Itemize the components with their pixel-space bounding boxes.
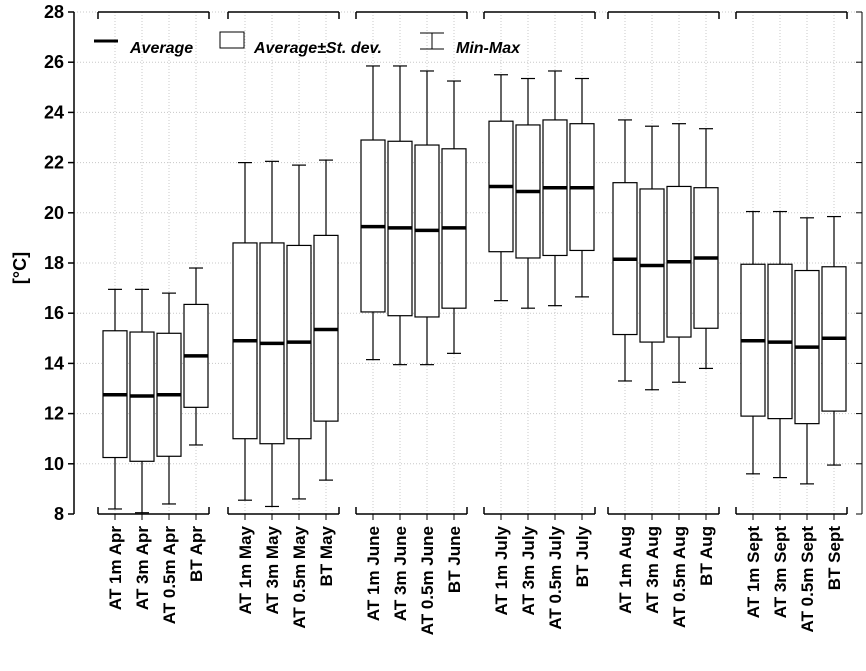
- x-category-label: AT 3m Apr: [133, 526, 152, 610]
- x-category-label: AT 0.5m July: [546, 525, 565, 629]
- box-at-3m-apr: [129, 288, 155, 514]
- legend-average-label: Average: [129, 40, 193, 57]
- x-category-label: AT 1m May: [236, 525, 255, 614]
- box-at-3m-aug: [639, 125, 665, 391]
- box-at-0-5m-july: [542, 70, 568, 307]
- y-tick-label: 18: [44, 253, 64, 273]
- box-at-3m-june: [387, 65, 413, 366]
- y-axis-label: [°C]: [10, 252, 30, 284]
- box-at-1m-aug: [612, 119, 638, 382]
- x-category-label: AT 3m May: [263, 525, 282, 614]
- y-tick-label: 28: [44, 2, 64, 22]
- x-category-label: AT 0.5m Aug: [670, 526, 689, 628]
- x-category-label: AT 3m Sept: [771, 526, 790, 619]
- grid-lines: [74, 11, 862, 514]
- box-at-1m-may: [232, 162, 258, 501]
- x-category-label: AT 1m June: [364, 526, 383, 621]
- box-series: [102, 65, 847, 514]
- x-category-label: AT 3m July: [519, 525, 538, 615]
- x-category-label: AT 1m Aug: [616, 526, 635, 614]
- x-category-label: BT Sept: [825, 526, 844, 591]
- x-category-labels: AT 1m Apr AT 3m Apr AT 0.5m Apr BT Apr AT 1m…: [106, 525, 844, 635]
- y-tick-label: 12: [44, 404, 64, 424]
- box-bt-aug: [693, 128, 719, 370]
- y-tick-label: 22: [44, 153, 64, 173]
- x-category-label: BT June: [445, 526, 464, 593]
- legend: Average Average±St. dev. Min-Max: [94, 31, 521, 57]
- box-at-0-5m-sept: [794, 217, 820, 485]
- x-category-label: AT 0.5m Sept: [798, 526, 817, 633]
- x-category-label: AT 1m July: [492, 525, 511, 615]
- x-category-label: AT 0.5m Apr: [160, 526, 179, 625]
- box-at-0-5m-aug: [666, 123, 692, 383]
- box-bt-june: [441, 80, 467, 354]
- y-tick-label: 16: [44, 303, 64, 323]
- y-tick-label: 14: [44, 353, 64, 373]
- box-at-1m-apr: [102, 288, 128, 510]
- box-at-1m-june: [360, 65, 386, 361]
- y-tick-label: 24: [44, 102, 64, 122]
- y-tick-label: 8: [54, 504, 64, 524]
- x-category-label: BT Apr: [187, 526, 206, 582]
- x-category-label: AT 1m Apr: [106, 526, 125, 610]
- box-at-0-5m-may: [286, 164, 312, 500]
- axes: [68, 11, 863, 520]
- x-category-label: AT 0.5m May: [290, 525, 309, 628]
- x-category-label: BT July: [573, 525, 592, 587]
- box-at-3m-may: [259, 160, 285, 508]
- box-at-0-5m-apr: [156, 292, 182, 505]
- legend-minmax-label: Min-Max: [456, 40, 521, 57]
- y-tick-label: 10: [44, 454, 64, 474]
- y-tick-label: 20: [44, 203, 64, 223]
- legend-stdev-symbol: [219, 31, 245, 49]
- x-category-label: AT 3m Aug: [643, 526, 662, 614]
- x-category-label: BT Aug: [697, 526, 716, 586]
- box-at-3m-sept: [767, 210, 793, 479]
- legend-minmax-symbol: [420, 32, 444, 50]
- legend-stdev-label: Average±St. dev.: [253, 40, 382, 57]
- box-at-3m-july: [515, 77, 541, 309]
- x-category-label: AT 0.5m June: [418, 526, 437, 635]
- box-at-1m-july: [488, 74, 514, 302]
- box-bt-apr: [183, 267, 209, 446]
- box-bt-may: [313, 159, 339, 481]
- box-at-0-5m-june: [414, 70, 440, 366]
- x-category-label: AT 1m Sept: [744, 526, 763, 619]
- box-bt-july: [569, 77, 595, 298]
- x-category-label: AT 3m June: [391, 526, 410, 621]
- x-category-label: BT May: [317, 525, 336, 586]
- box-at-1m-sept: [740, 210, 766, 475]
- y-tick-label: 26: [44, 52, 64, 72]
- y-tick-labels: 8 10 12 14 16 18 20 22 24 26 28: [44, 2, 64, 524]
- box-bt-sept: [821, 215, 847, 466]
